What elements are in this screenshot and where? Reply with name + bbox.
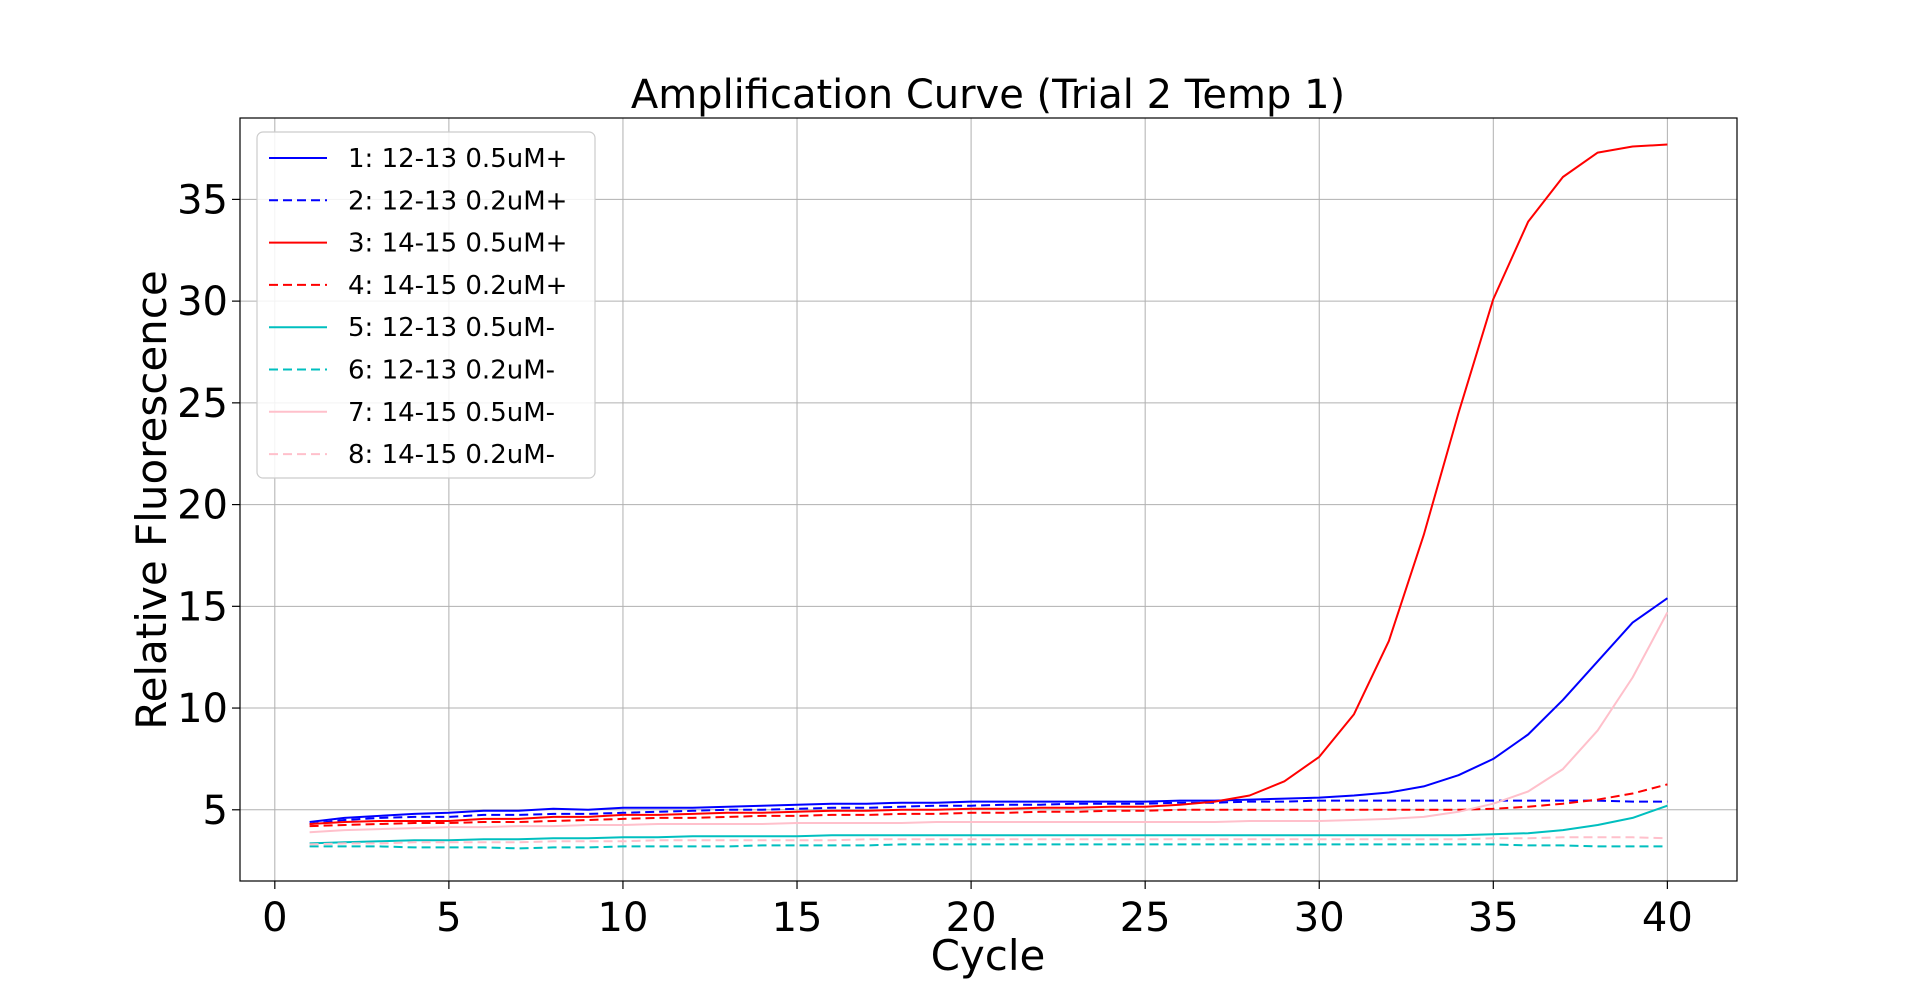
legend-label: 7: 14-15 0.5uM- [348, 398, 555, 428]
x-tick-label: 15 [772, 895, 823, 941]
legend-label: 5: 12-13 0.5uM- [348, 313, 555, 343]
x-tick-label: 10 [598, 895, 649, 941]
y-tick-label: 5 [203, 788, 228, 834]
y-axis-label: Relative Fluorescence [127, 270, 176, 729]
series-line-5 [309, 804, 1668, 845]
series-line-4 [309, 783, 1668, 828]
legend-label: 2: 12-13 0.2uM+ [348, 186, 567, 216]
series-line-3 [309, 143, 1668, 825]
legend-label: 1: 12-13 0.5uM+ [348, 144, 567, 174]
chart-title: Amplification Curve (Trial 2 Temp 1) [631, 72, 1345, 118]
x-tick-label: 30 [1294, 895, 1345, 941]
y-tick-label: 30 [177, 279, 228, 325]
series-line-8 [309, 836, 1668, 846]
y-tick-label: 10 [177, 686, 228, 732]
y-tick-label: 35 [177, 177, 228, 223]
series-line-1 [309, 597, 1668, 823]
y-tick-label: 25 [177, 381, 228, 427]
legend-label: 6: 12-13 0.2uM- [348, 356, 555, 386]
x-tick-label: 25 [1120, 895, 1171, 941]
x-tick-label: 35 [1468, 895, 1519, 941]
x-tick-label: 40 [1642, 895, 1693, 941]
series-line-2 [309, 799, 1668, 825]
x-tick-label: 5 [436, 895, 461, 941]
x-axis-label: Cycle [931, 931, 1046, 980]
legend-label: 4: 14-15 0.2uM+ [348, 271, 567, 301]
legend-box [256, 131, 596, 479]
plot-frame [239, 117, 1738, 882]
legend-label: 8: 14-15 0.2uM- [348, 440, 555, 470]
legend-label: 3: 14-15 0.5uM+ [348, 229, 567, 259]
series-line-6 [309, 843, 1668, 850]
axis-ticks: 0 5 10 15 20 25 30 35 40 5 10 15 20 25 30 35 [177, 177, 1693, 941]
x-tick-label: 0 [262, 895, 287, 941]
plot-series [309, 143, 1669, 850]
legend: 1: 12-13 0.5uM+ 2: 12-13 0.2uM+ 3: 14-15 0… [256, 131, 596, 479]
series-line-7 [309, 611, 1669, 834]
y-tick-label: 20 [177, 483, 228, 529]
y-tick-label: 15 [177, 584, 228, 630]
x-tick-label: 20 [946, 895, 997, 941]
